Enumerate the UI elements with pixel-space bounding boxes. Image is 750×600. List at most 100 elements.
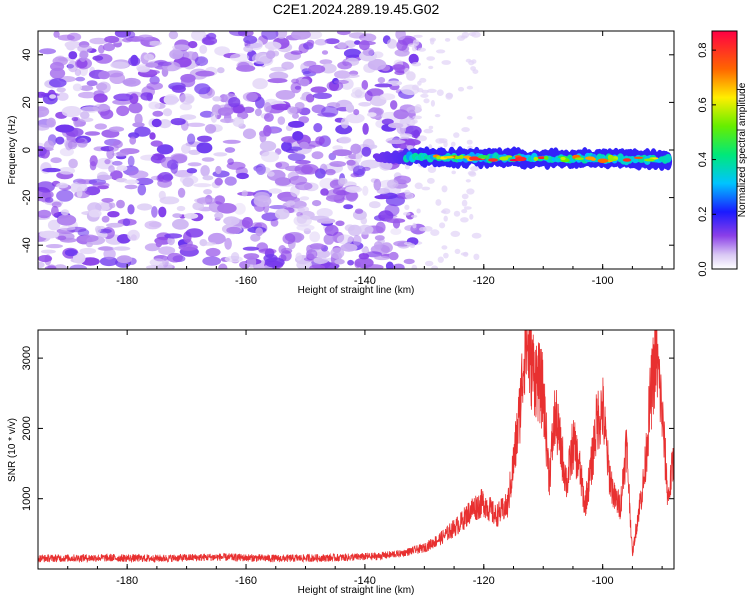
spectrogram-noise-blob <box>423 226 433 232</box>
spectrogram-noise-blob <box>263 112 274 122</box>
spectrogram-noise-blob <box>42 167 61 173</box>
spectrogram-noise-blob <box>320 63 337 74</box>
spectrogram-noise-blob <box>411 46 417 52</box>
spectrogram-noise-blob <box>68 51 78 60</box>
spectrogram-noise-blob <box>88 209 102 218</box>
colorbar-tick-label: 0.6 <box>697 97 709 112</box>
spectrogram-noise-blob <box>387 139 406 144</box>
spectrogram-noise-blob <box>214 46 231 56</box>
spectrogram-noise-blob <box>254 108 262 117</box>
spectrogram-noise-blob <box>143 53 155 61</box>
spectrogram-noise-blob <box>108 165 115 173</box>
spectrogram-noise-blob <box>394 49 410 57</box>
spectrogram-noise-blob <box>377 77 386 84</box>
spectrogram-noise-blob <box>40 249 56 254</box>
spectrogram-noise-blob <box>403 258 415 265</box>
spectrogram-noise-blob <box>45 244 64 249</box>
signal-track-peak <box>622 158 632 162</box>
spectrogram-noise-blob <box>229 31 248 37</box>
spectrogram-noise-blob <box>167 236 175 246</box>
spectrogram-noise-blob <box>208 232 226 245</box>
spectrogram-noise-blob <box>80 257 100 266</box>
spectrogram-noise-blob <box>38 124 50 131</box>
spectrogram-noise-blob <box>193 183 212 188</box>
spectrogram-noise-blob <box>404 204 410 210</box>
spectrogram-noise-blob <box>156 144 174 155</box>
spectrogram-noise-blob <box>306 249 318 260</box>
spectrogram-noise-blob <box>316 208 333 218</box>
spectrogram-noise-blob <box>271 103 292 111</box>
spectrogram-noise-blob <box>374 255 390 261</box>
spectrogram-noise-blob <box>329 161 347 167</box>
spectrogram-noise-blob <box>53 31 60 38</box>
spectrogram-noise-blob <box>110 61 129 69</box>
spectrogram-noise-blob <box>148 40 162 46</box>
spectrogram-noise-blob <box>196 196 217 205</box>
signal-track-peak <box>597 158 609 164</box>
spectrogram-noise-blob <box>188 149 201 155</box>
signal-track-peak <box>607 154 614 160</box>
spectrogram-noise-blob <box>466 85 474 90</box>
spectrogram-noise-blob <box>38 209 52 219</box>
spectrogram-noise-blob <box>334 258 345 265</box>
spectrogram-noise-blob <box>168 31 179 40</box>
spectrogram-noise-blob <box>144 220 162 230</box>
spectrogram-noise-blob <box>187 162 202 167</box>
spectrogram-noise-blob <box>128 56 141 67</box>
spectrogram-noise-blob <box>354 257 374 269</box>
x-tick-label: -180 <box>116 275 138 287</box>
spectrogram-noise-blob <box>412 119 418 124</box>
spectrogram-noise-blob <box>243 45 254 53</box>
spectrogram-noise-blob <box>43 140 55 151</box>
spectrogram-noise-blob <box>367 112 377 117</box>
spectrogram-noise-blob <box>101 215 110 223</box>
y-tick-label: -40 <box>21 237 33 253</box>
spectrogram-noise-blob <box>354 208 364 214</box>
spectrogram-noise-blob <box>102 43 115 52</box>
spectrogram-noise-blob <box>38 261 45 269</box>
spectrogram-noise-blob <box>365 251 382 258</box>
spectrogram-noise-blob <box>127 204 135 215</box>
spectrogram-noise-blob <box>393 109 409 120</box>
spectrogram-noise-blob <box>295 181 313 191</box>
signal-track-peak <box>499 156 509 161</box>
spectrogram-noise-blob <box>59 225 76 231</box>
spectrogram-noise-blob <box>275 31 288 39</box>
spectrogram-noise-blob <box>298 107 311 116</box>
spectrogram-noise-blob <box>345 103 355 113</box>
spectrogram-noise-blob <box>186 122 206 128</box>
spectrogram-noise-blob <box>122 218 131 227</box>
spectrogram-noise-blob <box>202 256 222 266</box>
spectrogram-noise-blob <box>127 229 140 241</box>
spectrogram-noise-blob <box>261 151 279 163</box>
spectrogram-noise-blob <box>214 195 226 205</box>
spectrogram-noise-blob <box>445 92 453 100</box>
spectrogram-noise-blob <box>466 188 475 195</box>
spectrogram-noise-blob <box>41 190 54 199</box>
spectrogram-noise-blob <box>129 136 137 145</box>
spectrogram-noise-blob <box>465 179 471 183</box>
spectrogram-noise-blob <box>461 209 468 214</box>
spectrogram-noise-blob <box>51 205 59 217</box>
spectrogram-noise-blob <box>38 106 50 118</box>
spectrogram-noise-blob <box>472 69 479 74</box>
signal-track-peak <box>469 156 480 161</box>
spectrogram-noise-blob <box>106 222 124 228</box>
spectrogram-noise-blob <box>78 91 97 99</box>
snr-plot-area <box>38 330 674 569</box>
spectrogram-noise-blob <box>79 85 94 91</box>
spectrogram-noise-blob <box>435 49 446 54</box>
spectrogram-noise-blob <box>410 214 418 218</box>
spectrogram-noise-blob <box>288 146 303 151</box>
spectrogram-noise-blob <box>343 48 362 59</box>
spectrogram-noise-blob <box>282 233 296 245</box>
colorbar-gradient <box>711 30 738 270</box>
spectrogram-noise-blob <box>202 175 214 181</box>
spectrogram-noise-blob <box>441 60 452 65</box>
spectrogram-noise-blob <box>353 109 360 116</box>
spectrogram-noise-blob <box>431 265 438 269</box>
spectrogram-noise-blob <box>390 228 402 235</box>
spectrogram-noise-blob <box>278 245 287 254</box>
spectrogram-noise-blob <box>425 260 434 267</box>
spectrogram-noise-blob <box>292 113 299 119</box>
